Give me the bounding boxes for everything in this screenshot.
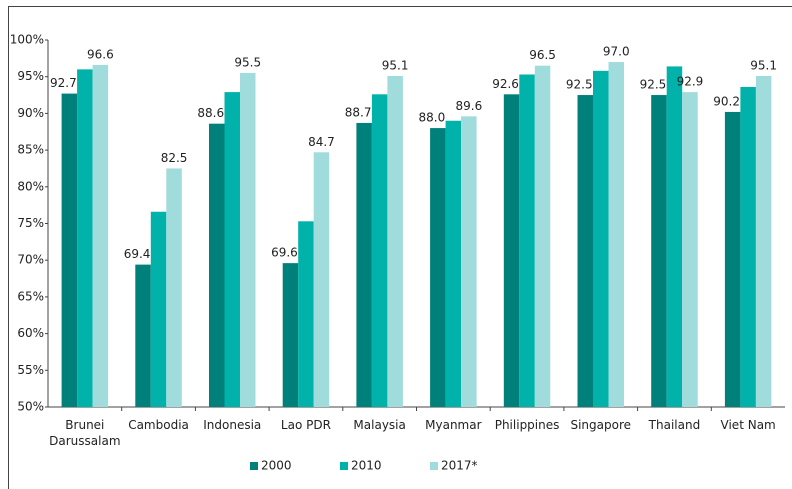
y-tick-label: 90% bbox=[17, 106, 44, 120]
legend-label: 2000 bbox=[261, 459, 292, 473]
bar bbox=[298, 221, 314, 407]
data-label: 95.5 bbox=[234, 56, 261, 70]
data-label: 89.6 bbox=[455, 99, 482, 113]
data-label: 90.2 bbox=[713, 94, 740, 108]
bar bbox=[724, 111, 741, 407]
data-label: 92.6 bbox=[492, 77, 519, 91]
data-label: 96.6 bbox=[87, 47, 114, 61]
legend-label: 2017* bbox=[441, 459, 478, 473]
bar bbox=[313, 152, 330, 407]
bar bbox=[666, 66, 683, 407]
data-label: 82.5 bbox=[161, 151, 188, 165]
bar bbox=[534, 65, 551, 407]
data-label: 95.1 bbox=[382, 58, 409, 72]
data-label: 69.6 bbox=[271, 246, 298, 260]
bar bbox=[461, 116, 477, 407]
legend-swatch bbox=[340, 462, 348, 470]
data-label: 88.7 bbox=[345, 105, 372, 119]
data-label: 97.0 bbox=[603, 45, 630, 59]
x-tick-label: Philippines bbox=[494, 418, 560, 432]
bar bbox=[519, 74, 535, 408]
legend-label: 2010 bbox=[351, 459, 382, 473]
data-label: 92.9 bbox=[677, 75, 704, 89]
x-tick-label: Cambodia bbox=[128, 418, 189, 432]
y-tick-label: 70% bbox=[17, 253, 44, 267]
data-label: 69.4 bbox=[124, 247, 151, 261]
y-tick-label: 85% bbox=[17, 143, 44, 157]
data-label: 88.6 bbox=[197, 106, 224, 120]
bar bbox=[224, 92, 240, 407]
x-tick-label: Lao PDR bbox=[280, 418, 331, 432]
data-label: 84.7 bbox=[308, 135, 335, 149]
legend-swatch bbox=[430, 462, 438, 470]
bar bbox=[356, 122, 372, 407]
bar bbox=[61, 93, 78, 407]
x-tick-label: Malaysia bbox=[353, 418, 406, 432]
bar bbox=[150, 211, 167, 407]
y-tick-label: 65% bbox=[17, 289, 44, 303]
bar bbox=[651, 95, 667, 408]
data-label: 96.5 bbox=[529, 48, 556, 62]
data-label: 88.0 bbox=[418, 111, 445, 125]
bar bbox=[135, 264, 151, 407]
frame bbox=[8, 6, 792, 489]
y-tick-label: 80% bbox=[17, 179, 44, 193]
data-label: 95.1 bbox=[750, 58, 777, 72]
bar bbox=[77, 69, 93, 408]
y-tick-label: 100% bbox=[10, 33, 44, 47]
x-tick-label: Singapore bbox=[570, 418, 632, 432]
bar bbox=[166, 168, 182, 407]
y-tick-label: 75% bbox=[17, 216, 44, 230]
y-tick-label: 95% bbox=[17, 69, 44, 83]
data-label: 92.5 bbox=[566, 78, 593, 92]
data-label: 92.7 bbox=[50, 76, 77, 90]
bar bbox=[740, 86, 756, 407]
bar bbox=[593, 70, 609, 407]
bar bbox=[92, 64, 109, 408]
bar bbox=[430, 128, 446, 407]
x-tick-label: Viet Nam bbox=[720, 418, 776, 432]
bar bbox=[387, 75, 403, 407]
x-tick-label: Myanmar bbox=[425, 418, 482, 432]
x-tick-label: Indonesia bbox=[203, 418, 262, 432]
x-tick-label: Thailand bbox=[648, 418, 701, 432]
y-tick-label: 60% bbox=[17, 326, 44, 340]
bar bbox=[371, 94, 388, 407]
bar bbox=[755, 75, 772, 407]
bar bbox=[577, 95, 593, 408]
bar bbox=[209, 123, 225, 408]
legend-swatch bbox=[250, 462, 258, 470]
bar bbox=[503, 94, 520, 407]
bar bbox=[682, 92, 698, 407]
bar bbox=[240, 73, 256, 407]
x-tick-label: Brunei Darussalam bbox=[49, 418, 121, 448]
bar bbox=[608, 62, 624, 408]
y-tick-label: 50% bbox=[17, 400, 44, 414]
y-tick-label: 55% bbox=[17, 363, 44, 377]
data-label: 92.5 bbox=[640, 78, 667, 92]
bar bbox=[445, 120, 462, 408]
bar bbox=[282, 263, 299, 407]
